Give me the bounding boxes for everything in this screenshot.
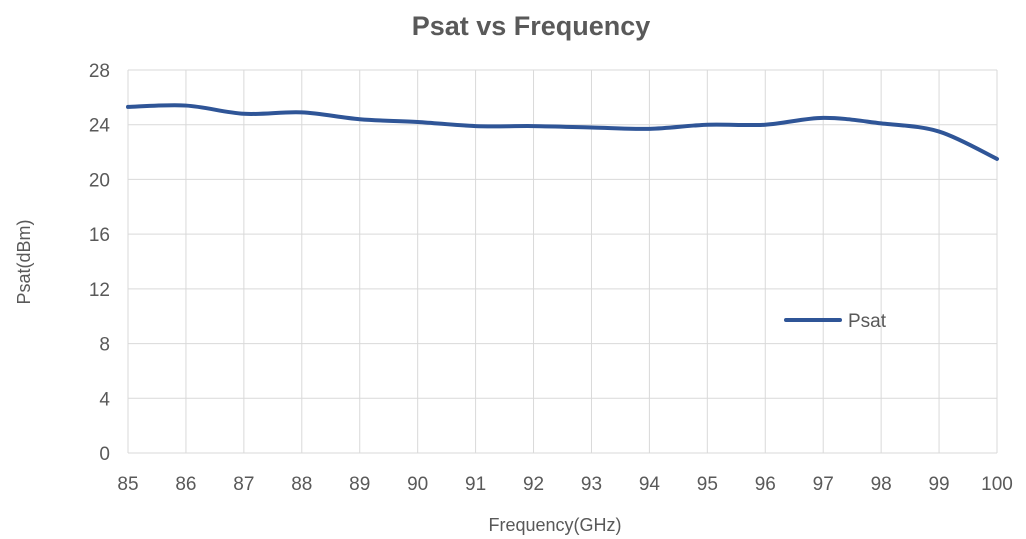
x-axis-title: Frequency(GHz) (488, 515, 621, 535)
data-point (647, 127, 651, 131)
x-tick-label: 85 (117, 474, 138, 495)
data-point (300, 110, 304, 114)
y-tick-label: 0 (99, 444, 110, 465)
x-tick-label: 92 (523, 474, 544, 495)
data-point (126, 105, 130, 109)
data-point (937, 130, 941, 134)
x-tick-label: 100 (981, 474, 1013, 495)
x-tick-label: 93 (581, 474, 602, 495)
data-point (763, 123, 767, 127)
data-point (532, 124, 536, 128)
data-point (821, 116, 825, 120)
grid (127, 69, 998, 454)
y-tick-label: 24 (89, 116, 111, 137)
chart-title: Psat vs Frequency (412, 11, 651, 41)
data-point (416, 120, 420, 124)
y-axis-title: Psat(dBm) (14, 219, 34, 304)
x-tick-label: 90 (407, 474, 428, 495)
data-point (184, 104, 188, 108)
data-point (242, 112, 246, 116)
x-tick-label: 89 (349, 474, 370, 495)
legend-label-psat: Psat (848, 311, 887, 332)
y-tick-label: 8 (99, 335, 110, 356)
legend: Psat (784, 311, 887, 332)
x-tick-label: 88 (291, 474, 312, 495)
data-point (474, 124, 478, 128)
x-tick-label: 87 (233, 474, 254, 495)
x-tick-label: 94 (639, 474, 661, 495)
y-tick-label: 12 (89, 280, 110, 301)
y-tick-label: 4 (99, 389, 110, 410)
x-tick-label: 86 (175, 474, 196, 495)
series-layer (126, 103, 999, 161)
y-tick-label: 16 (89, 225, 110, 246)
data-point (589, 125, 593, 129)
x-axis-ticks: 85 86 87 88 89 90 91 92 93 94 95 96 97 98 99 100 (117, 474, 1012, 495)
data-point (705, 123, 709, 127)
x-tick-label: 98 (871, 474, 892, 495)
x-tick-label: 99 (928, 474, 949, 495)
data-point (995, 157, 999, 161)
x-tick-label: 97 (813, 474, 834, 495)
x-tick-label: 96 (755, 474, 776, 495)
y-tick-label: 20 (89, 170, 110, 191)
y-axis-ticks: 0 4 8 12 16 20 24 28 (89, 61, 111, 465)
series-line-psat (126, 103, 999, 161)
data-point (879, 121, 883, 125)
x-tick-label: 95 (697, 474, 718, 495)
x-tick-label: 91 (465, 474, 486, 495)
data-point (358, 117, 362, 121)
y-tick-label: 28 (89, 61, 110, 82)
